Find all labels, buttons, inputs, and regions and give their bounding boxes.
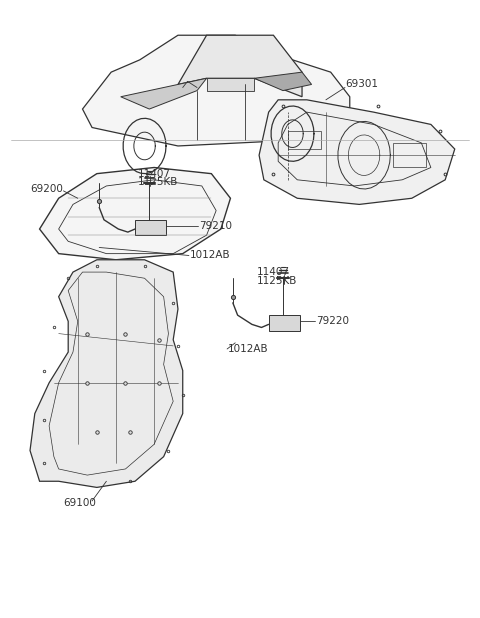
Polygon shape [206, 78, 254, 91]
Polygon shape [135, 220, 166, 235]
Text: 69100: 69100 [63, 497, 96, 508]
Text: 79210: 79210 [199, 221, 232, 231]
Polygon shape [120, 78, 206, 109]
Polygon shape [83, 35, 350, 146]
Polygon shape [178, 35, 302, 97]
Text: 69301: 69301 [345, 80, 378, 90]
Text: 11407: 11407 [137, 169, 170, 179]
Polygon shape [269, 315, 300, 331]
Text: 1125KB: 1125KB [137, 177, 178, 187]
Text: 79220: 79220 [316, 316, 349, 326]
Text: 11407: 11407 [257, 267, 290, 277]
Polygon shape [259, 100, 455, 205]
Polygon shape [30, 260, 183, 488]
Polygon shape [254, 72, 312, 91]
Text: 1125KB: 1125KB [257, 276, 297, 286]
Text: 1012AB: 1012AB [190, 250, 230, 260]
Text: 1012AB: 1012AB [228, 344, 269, 354]
Text: 69200: 69200 [30, 184, 63, 194]
Polygon shape [39, 167, 230, 260]
